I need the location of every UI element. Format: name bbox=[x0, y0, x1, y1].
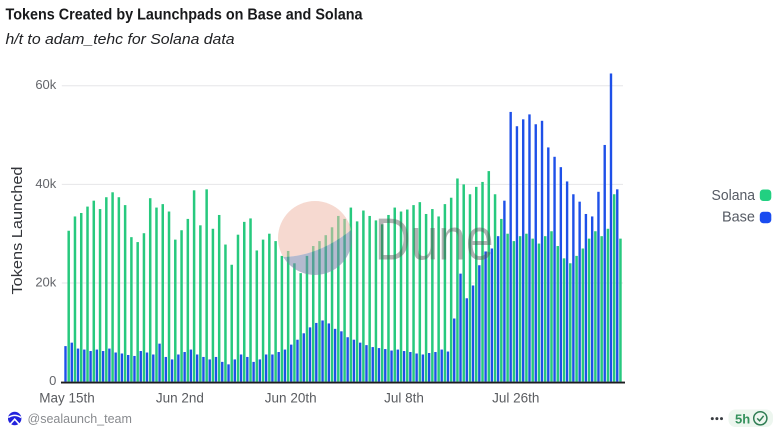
svg-text:Solana: Solana bbox=[712, 188, 756, 204]
svg-text:May 15th: May 15th bbox=[39, 390, 95, 405]
svg-text:Jul 8th: Jul 8th bbox=[384, 390, 424, 405]
svg-text:0: 0 bbox=[49, 373, 56, 388]
svg-text:Jun 2nd: Jun 2nd bbox=[156, 390, 204, 405]
svg-text:Tokens Created by Launchpads o: Tokens Created by Launchpads on Base and… bbox=[6, 6, 363, 23]
svg-text:60k: 60k bbox=[35, 77, 56, 92]
svg-text:Dune: Dune bbox=[375, 207, 494, 273]
svg-text:Jun 20th: Jun 20th bbox=[265, 390, 317, 405]
svg-text:Tokens Launched: Tokens Launched bbox=[10, 166, 26, 294]
svg-text:20k: 20k bbox=[35, 274, 56, 289]
svg-text:Base: Base bbox=[722, 210, 755, 226]
svg-text:5h: 5h bbox=[735, 411, 750, 426]
svg-text:Jul 26th: Jul 26th bbox=[492, 390, 539, 405]
svg-text:h/t to adam_tehc for Solana da: h/t to adam_tehc for Solana data bbox=[6, 31, 235, 48]
svg-text:40k: 40k bbox=[35, 176, 56, 191]
svg-text:@sealaunch_team: @sealaunch_team bbox=[28, 412, 132, 426]
